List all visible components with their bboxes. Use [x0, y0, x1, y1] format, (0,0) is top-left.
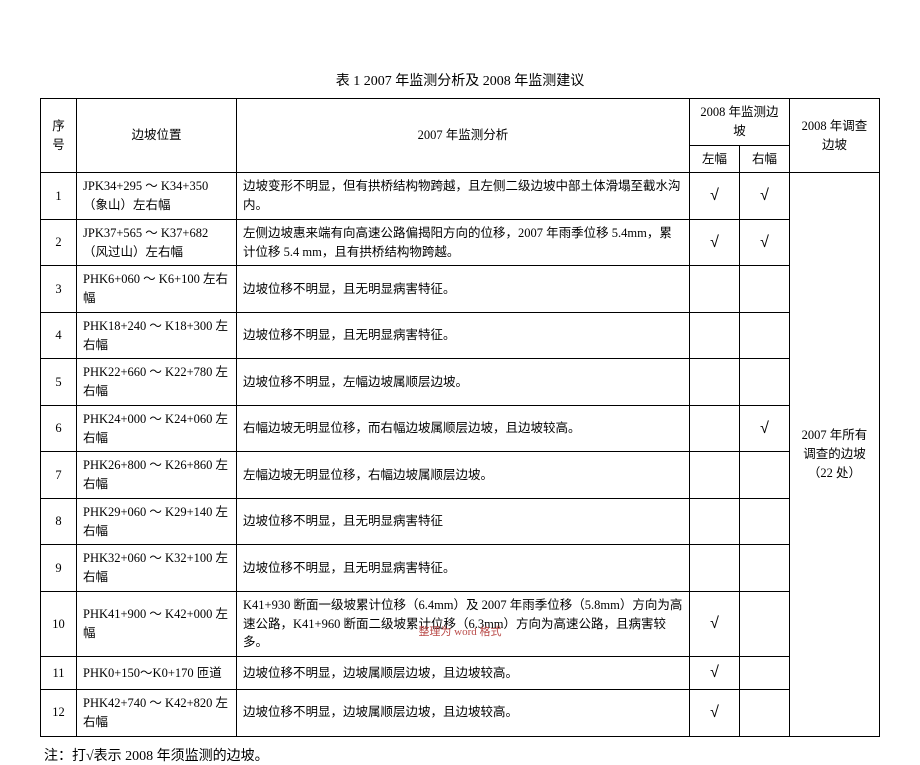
cell-analysis: 边坡位移不明显，且无明显病害特征。	[237, 545, 690, 592]
cell-location: PHK18+240 ～ K18+300 左右幅	[77, 312, 237, 359]
cell-index: 4	[41, 312, 77, 359]
cell-location: PHK32+060 ～ K32+100 左右幅	[77, 545, 237, 592]
cell-left-check	[689, 405, 739, 452]
cell-left-check	[689, 498, 739, 545]
cell-analysis: 边坡位移不明显，且无明显病害特征。	[237, 312, 690, 359]
cell-investigate: 2007 年所有调查的边坡（22 处）	[790, 173, 880, 736]
cell-location: PHK24+000 ～ K24+060 左右幅	[77, 405, 237, 452]
table-row: 1JPK34+295 ～ K34+350（象山）左右幅边坡变形不明显，但有拱桥结…	[41, 173, 880, 220]
table-row: 12PHK42+740 ～ K42+820 左右幅边坡位移不明显，边坡属顺层边坡…	[41, 690, 880, 737]
cell-analysis: 左幅边坡无明显位移，右幅边坡属顺层边坡。	[237, 452, 690, 499]
table-row: 8PHK29+060 ～ K29+140 左右幅边坡位移不明显，且无明显病害特征	[41, 498, 880, 545]
cell-analysis: 右幅边坡无明显位移，而右幅边坡属顺层边坡，且边坡较高。	[237, 405, 690, 452]
cell-analysis: 边坡位移不明显，且无明显病害特征。	[237, 266, 690, 313]
cell-index: 1	[41, 173, 77, 220]
cell-index: 3	[41, 266, 77, 313]
table-title: 表 1 2007 年监测分析及 2008 年监测建议	[40, 70, 880, 90]
cell-location: PHK6+060 ～ K6+100 左右幅	[77, 266, 237, 313]
cell-analysis: 边坡位移不明显，且无明显病害特征	[237, 498, 690, 545]
cell-location: PHK29+060 ～ K29+140 左右幅	[77, 498, 237, 545]
th-investigate: 2008 年调查边坡	[790, 99, 880, 173]
cell-left-check: √	[689, 173, 739, 220]
th-right: 右幅	[739, 145, 789, 173]
cell-left-check: √	[689, 657, 739, 690]
table-row: 4PHK18+240 ～ K18+300 左右幅边坡位移不明显，且无明显病害特征…	[41, 312, 880, 359]
table-row: 7PHK26+800 ～ K26+860 左右幅左幅边坡无明显位移，右幅边坡属顺…	[41, 452, 880, 499]
cell-index: 7	[41, 452, 77, 499]
cell-left-check	[689, 266, 739, 313]
cell-left-check	[689, 545, 739, 592]
table-row: 11PHK0+150～K0+170 匝道边坡位移不明显，边坡属顺层边坡，且边坡较…	[41, 657, 880, 690]
table-row: 6PHK24+000 ～ K24+060 左右幅右幅边坡无明显位移，而右幅边坡属…	[41, 405, 880, 452]
cell-left-check	[689, 312, 739, 359]
th-slope2008: 2008 年监测边坡	[689, 99, 789, 146]
cell-right-check	[739, 657, 789, 690]
cell-analysis: 边坡位移不明显，左幅边坡属顺层边坡。	[237, 359, 690, 406]
cell-right-check	[739, 312, 789, 359]
cell-right-check	[739, 359, 789, 406]
cell-right-check	[739, 452, 789, 499]
cell-right-check	[739, 690, 789, 737]
cell-location: PHK42+740 ～ K42+820 左右幅	[77, 690, 237, 737]
cell-location: PHK26+800 ～ K26+860 左右幅	[77, 452, 237, 499]
cell-analysis: 边坡位移不明显，边坡属顺层边坡，且边坡较高。	[237, 690, 690, 737]
cell-right-check: √	[739, 219, 789, 266]
cell-left-check: √	[689, 219, 739, 266]
cell-index: 9	[41, 545, 77, 592]
th-location: 边坡位置	[77, 99, 237, 173]
cell-left-check	[689, 359, 739, 406]
cell-right-check	[739, 498, 789, 545]
cell-location: PHK22+660 ～ K22+780 左右幅	[77, 359, 237, 406]
cell-right-check: √	[739, 405, 789, 452]
cell-analysis: 左侧边坡惠来端有向高速公路偏揭阳方向的位移，2007 年雨季位移 5.4mm，累…	[237, 219, 690, 266]
cell-index: 11	[41, 657, 77, 690]
cell-index: 6	[41, 405, 77, 452]
footnote: 注：打√表示 2008 年须监测的边坡。	[40, 745, 880, 765]
table-row: 3PHK6+060 ～ K6+100 左右幅边坡位移不明显，且无明显病害特征。	[41, 266, 880, 313]
page-footer: 整理为 word 格式	[0, 623, 920, 639]
table-row: 5PHK22+660 ～ K22+780 左右幅边坡位移不明显，左幅边坡属顺层边…	[41, 359, 880, 406]
cell-analysis: 边坡位移不明显，边坡属顺层边坡，且边坡较高。	[237, 657, 690, 690]
cell-index: 8	[41, 498, 77, 545]
th-left: 左幅	[689, 145, 739, 173]
cell-left-check: √	[689, 690, 739, 737]
th-index: 序号	[41, 99, 77, 173]
cell-right-check: √	[739, 173, 789, 220]
table-row: 2JPK37+565 ～ K37+682（风过山）左右幅左侧边坡惠来端有向高速公…	[41, 219, 880, 266]
cell-right-check	[739, 545, 789, 592]
cell-location: PHK0+150～K0+170 匝道	[77, 657, 237, 690]
cell-index: 12	[41, 690, 77, 737]
th-analysis: 2007 年监测分析	[237, 99, 690, 173]
cell-index: 2	[41, 219, 77, 266]
analysis-table: 序号 边坡位置 2007 年监测分析 2008 年监测边坡 2008 年调查边坡…	[40, 98, 880, 737]
table-row: 9PHK32+060 ～ K32+100 左右幅边坡位移不明显，且无明显病害特征…	[41, 545, 880, 592]
cell-location: JPK34+295 ～ K34+350（象山）左右幅	[77, 173, 237, 220]
cell-left-check	[689, 452, 739, 499]
cell-analysis: 边坡变形不明显，但有拱桥结构物跨越，且左侧二级边坡中部土体滑塌至截水沟内。	[237, 173, 690, 220]
cell-index: 5	[41, 359, 77, 406]
cell-right-check	[739, 266, 789, 313]
cell-location: JPK37+565 ～ K37+682（风过山）左右幅	[77, 219, 237, 266]
